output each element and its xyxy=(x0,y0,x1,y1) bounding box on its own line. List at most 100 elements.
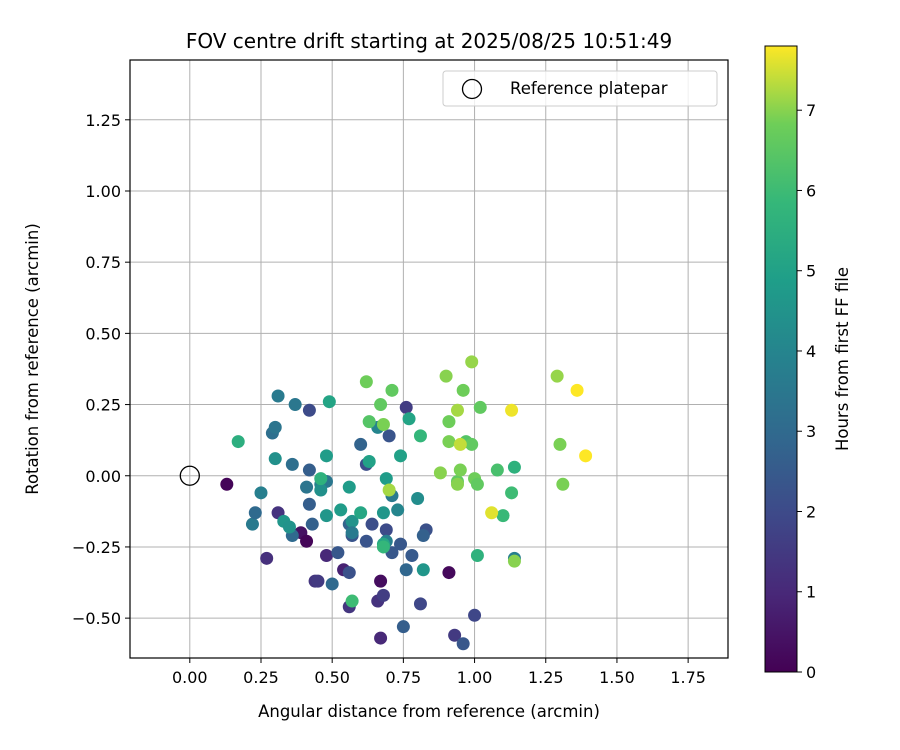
data-point xyxy=(507,554,521,568)
data-point xyxy=(473,400,487,414)
data-point xyxy=(391,503,405,517)
data-point xyxy=(379,523,393,537)
data-point xyxy=(319,449,333,463)
data-point xyxy=(254,486,268,500)
data-point xyxy=(382,483,396,497)
data-point xyxy=(300,480,314,494)
data-point xyxy=(439,369,453,383)
data-point xyxy=(359,534,373,548)
data-point xyxy=(550,369,564,383)
data-point xyxy=(365,517,379,531)
x-tick-label: 0.50 xyxy=(314,668,350,687)
data-point xyxy=(248,506,262,520)
axes-frame xyxy=(129,59,729,659)
y-tick-label: 1.00 xyxy=(85,182,121,201)
data-point xyxy=(468,608,482,622)
data-point xyxy=(450,477,464,491)
y-tick-label: 0.75 xyxy=(85,253,121,272)
data-point xyxy=(331,546,345,560)
data-point xyxy=(374,574,388,588)
data-point xyxy=(433,466,447,480)
data-point xyxy=(345,514,359,528)
data-point xyxy=(490,463,504,477)
data-point xyxy=(399,563,413,577)
data-point xyxy=(302,403,316,417)
data-point xyxy=(288,398,302,412)
data-point xyxy=(402,412,416,426)
data-point xyxy=(325,577,339,591)
data-point xyxy=(416,563,430,577)
data-point xyxy=(465,355,479,369)
reference-marker xyxy=(179,465,200,486)
data-point xyxy=(505,486,519,500)
data-point xyxy=(354,506,368,520)
data-point xyxy=(300,534,314,548)
data-point xyxy=(376,588,390,602)
data-point xyxy=(245,517,259,531)
data-point xyxy=(302,497,316,511)
x-tick-label: 0.25 xyxy=(243,668,279,687)
data-point xyxy=(268,420,282,434)
reference-point xyxy=(179,465,200,486)
x-tick-label: 1.50 xyxy=(599,668,635,687)
data-point xyxy=(345,594,359,608)
data-point xyxy=(442,435,456,449)
y-tick-label: 0.00 xyxy=(85,467,121,486)
x-axis-label: Angular distance from reference (arcmin) xyxy=(258,702,600,721)
data-point xyxy=(450,403,464,417)
data-point xyxy=(399,400,413,414)
data-point xyxy=(485,506,499,520)
data-point xyxy=(507,460,521,474)
data-point xyxy=(319,509,333,523)
legend-entry-reference-platepar: Reference platepar xyxy=(510,79,668,98)
data-point xyxy=(413,429,427,443)
x-tick-label: 1.25 xyxy=(528,668,564,687)
data-point xyxy=(470,477,484,491)
colorbar-tick-label: 0 xyxy=(806,663,816,682)
colorbar-tick-label: 2 xyxy=(806,502,816,521)
data-point xyxy=(442,415,456,429)
colorbar-tick-label: 6 xyxy=(806,181,816,200)
data-point xyxy=(319,548,333,562)
data-point xyxy=(456,637,470,651)
data-point xyxy=(345,526,359,540)
data-point xyxy=(453,463,467,477)
data-point xyxy=(314,483,328,497)
data-point xyxy=(394,449,408,463)
data-point xyxy=(220,477,234,491)
data-point xyxy=(376,506,390,520)
data-point xyxy=(579,449,593,463)
x-tick-label: 1.00 xyxy=(457,668,493,687)
data-point xyxy=(362,415,376,429)
data-point xyxy=(285,457,299,471)
colorbar: 0 1 2 3 4 5 6 7 Hours from first FF file xyxy=(764,45,852,682)
data-point xyxy=(302,463,316,477)
data-point xyxy=(260,551,274,565)
legend-marker xyxy=(461,78,483,100)
y-axis-label: Rotation from reference (arcmin) xyxy=(23,223,42,495)
data-point xyxy=(376,540,390,554)
data-point xyxy=(359,375,373,389)
data-point xyxy=(496,509,510,523)
colorbar-ticks: 0 1 2 3 4 5 6 7 xyxy=(797,101,816,682)
data-point xyxy=(271,389,285,403)
data-point xyxy=(396,620,410,634)
colorbar-label: Hours from first FF file xyxy=(833,267,852,451)
data-point xyxy=(570,383,584,397)
data-point xyxy=(553,437,567,451)
data-point xyxy=(282,520,296,534)
legend-box xyxy=(442,70,718,107)
data-point xyxy=(354,437,368,451)
data-point xyxy=(453,437,467,451)
x-ticks: 0.00 0.25 0.50 0.75 1.00 1.25 1.50 1.75 xyxy=(172,658,706,687)
data-point xyxy=(334,503,348,517)
colorbar-gradient xyxy=(764,45,798,673)
data-point xyxy=(505,403,519,417)
colorbar-tick-label: 1 xyxy=(806,583,816,602)
y-tick-label: 1.25 xyxy=(85,111,121,130)
y-tick-label: 0.50 xyxy=(85,324,121,343)
data-point xyxy=(362,455,376,469)
data-point xyxy=(311,574,325,588)
y-tick-label: −0.50 xyxy=(72,609,121,628)
